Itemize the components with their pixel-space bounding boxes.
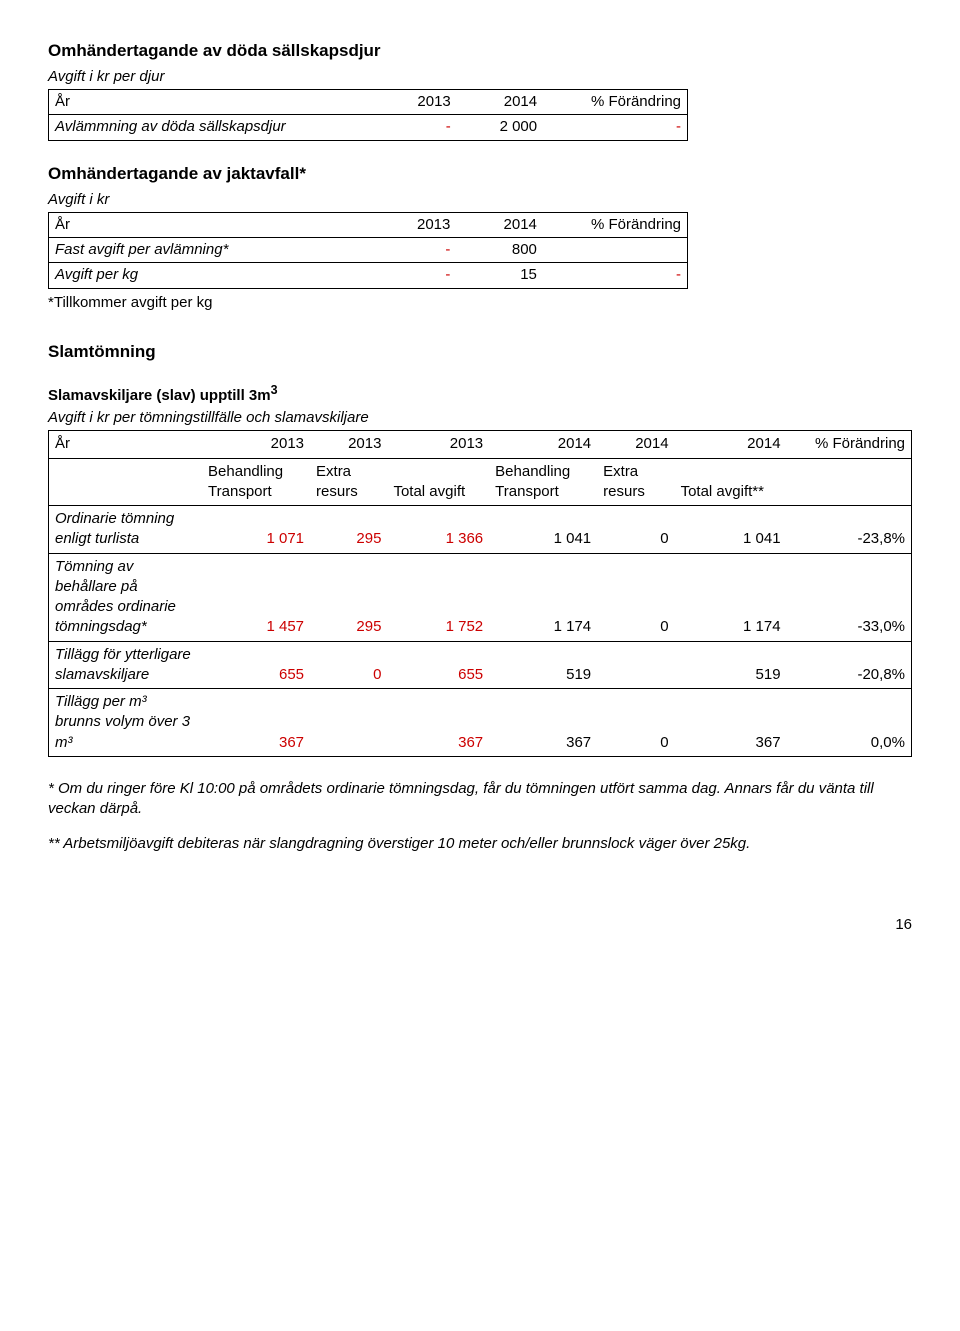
cell: - bbox=[370, 238, 457, 263]
row-label: Ordinarie tömning enligt turlista bbox=[49, 506, 203, 554]
table-row: År 2013 2014 % Förändring bbox=[49, 90, 688, 115]
row-label: Tillägg för ytterligare slamavskiljare bbox=[49, 641, 203, 689]
section1-title: Omhändertagande av döda sällskapsdjur bbox=[48, 40, 912, 63]
cell: 1 041 bbox=[675, 506, 787, 554]
col-change: % Förändring bbox=[543, 212, 688, 237]
col-empty bbox=[49, 458, 203, 506]
cell: 1 071 bbox=[202, 506, 310, 554]
cell: 0 bbox=[597, 553, 674, 641]
cell: 655 bbox=[202, 641, 310, 689]
section1-table: År 2013 2014 % Förändring Avlämmning av … bbox=[48, 89, 688, 141]
table-row: Tömning av behållare på områdes ordinari… bbox=[49, 553, 912, 641]
footnote-2: ** Arbetsmiljöavgift debiteras när slang… bbox=[48, 834, 912, 854]
col: 2014 bbox=[489, 431, 597, 458]
col-2014: 2014 bbox=[456, 212, 543, 237]
cell: 0 bbox=[597, 506, 674, 554]
footnote-1: * Om du ringer före Kl 10:00 på områdets… bbox=[48, 779, 912, 820]
col: 2013 bbox=[202, 431, 310, 458]
cell: 1 174 bbox=[489, 553, 597, 641]
section2-subhead: Avgift i kr bbox=[48, 190, 912, 210]
table-row: Tillägg per m³ brunns volym över 3 m³ 36… bbox=[49, 689, 912, 757]
col: Behandling Transport bbox=[202, 458, 310, 506]
section2-note: *Tillkommer avgift per kg bbox=[48, 293, 912, 313]
cell bbox=[597, 641, 674, 689]
col-2013: 2013 bbox=[370, 212, 457, 237]
cell: 1 457 bbox=[202, 553, 310, 641]
table-row: Ordinarie tömning enligt turlista 1 071 … bbox=[49, 506, 912, 554]
col-year: År bbox=[49, 90, 371, 115]
cell: 367 bbox=[675, 689, 787, 757]
col: Total avgift** bbox=[675, 458, 787, 506]
section2-table: År 2013 2014 % Förändring Fast avgift pe… bbox=[48, 212, 688, 289]
cell: - bbox=[370, 263, 457, 288]
table-row: Fast avgift per avlämning* - 800 bbox=[49, 238, 688, 263]
cell: 2 000 bbox=[457, 115, 543, 140]
col: Extra resurs bbox=[310, 458, 387, 506]
col-2013: 2013 bbox=[370, 90, 456, 115]
col: Total avgift bbox=[387, 458, 489, 506]
col-empty bbox=[787, 458, 912, 506]
cell: 800 bbox=[456, 238, 543, 263]
cell: 15 bbox=[456, 263, 543, 288]
table-row: År 2013 2013 2013 2014 2014 2014 % Förän… bbox=[49, 431, 912, 458]
col: Behandling Transport bbox=[489, 458, 597, 506]
cell: 367 bbox=[387, 689, 489, 757]
row-label: Avlämmning av döda sällskapsdjur bbox=[49, 115, 371, 140]
cell: 1 366 bbox=[387, 506, 489, 554]
cell: -23,8% bbox=[787, 506, 912, 554]
cell: - bbox=[543, 263, 688, 288]
section3-title: Slamtömning bbox=[48, 341, 912, 364]
cell: 519 bbox=[675, 641, 787, 689]
section1-subhead: Avgift i kr per djur bbox=[48, 67, 912, 87]
col-2014: 2014 bbox=[457, 90, 543, 115]
col: 2014 bbox=[675, 431, 787, 458]
cell: - bbox=[543, 115, 687, 140]
cell: 295 bbox=[310, 506, 387, 554]
cell bbox=[310, 689, 387, 757]
cell: -33,0% bbox=[787, 553, 912, 641]
subtitle-text: Slamavskiljare (slav) upptill 3m bbox=[48, 387, 271, 404]
cell: 367 bbox=[202, 689, 310, 757]
col-year: År bbox=[49, 212, 370, 237]
table-row: År 2013 2014 % Förändring bbox=[49, 212, 688, 237]
section2-title: Omhändertagande av jaktavfall* bbox=[48, 163, 912, 186]
cell: -20,8% bbox=[787, 641, 912, 689]
table-row: Avlämmning av döda sällskapsdjur - 2 000… bbox=[49, 115, 688, 140]
cell: 1 752 bbox=[387, 553, 489, 641]
col: Extra resurs bbox=[597, 458, 674, 506]
row-label: Fast avgift per avlämning* bbox=[49, 238, 370, 263]
cell: 1 041 bbox=[489, 506, 597, 554]
row-label: Tillägg per m³ brunns volym över 3 m³ bbox=[49, 689, 203, 757]
table-row: Behandling Transport Extra resurs Total … bbox=[49, 458, 912, 506]
sup: 3 bbox=[271, 383, 278, 397]
cell: 655 bbox=[387, 641, 489, 689]
cell: 0 bbox=[597, 689, 674, 757]
cell bbox=[543, 238, 688, 263]
table-row: Tillägg för ytterligare slamavskiljare 6… bbox=[49, 641, 912, 689]
cell: 519 bbox=[489, 641, 597, 689]
page-number: 16 bbox=[48, 915, 912, 935]
section3-subtitle: Slamavskiljare (slav) upptill 3m3 bbox=[48, 382, 912, 406]
col: 2013 bbox=[387, 431, 489, 458]
cell: 295 bbox=[310, 553, 387, 641]
row-label: Tömning av behållare på områdes ordinari… bbox=[49, 553, 203, 641]
table-row: Avgift per kg - 15 - bbox=[49, 263, 688, 288]
col: 2013 bbox=[310, 431, 387, 458]
section3-table: År 2013 2013 2013 2014 2014 2014 % Förän… bbox=[48, 430, 912, 757]
col-change: % Förändring bbox=[543, 90, 687, 115]
cell: - bbox=[370, 115, 456, 140]
cell: 1 174 bbox=[675, 553, 787, 641]
col-year: År bbox=[49, 431, 203, 458]
section3-subhead: Avgift i kr per tömningstillfälle och sl… bbox=[48, 408, 912, 428]
cell: 367 bbox=[489, 689, 597, 757]
cell: 0 bbox=[310, 641, 387, 689]
col: % Förändring bbox=[787, 431, 912, 458]
cell: 0,0% bbox=[787, 689, 912, 757]
row-label: Avgift per kg bbox=[49, 263, 370, 288]
col: 2014 bbox=[597, 431, 674, 458]
